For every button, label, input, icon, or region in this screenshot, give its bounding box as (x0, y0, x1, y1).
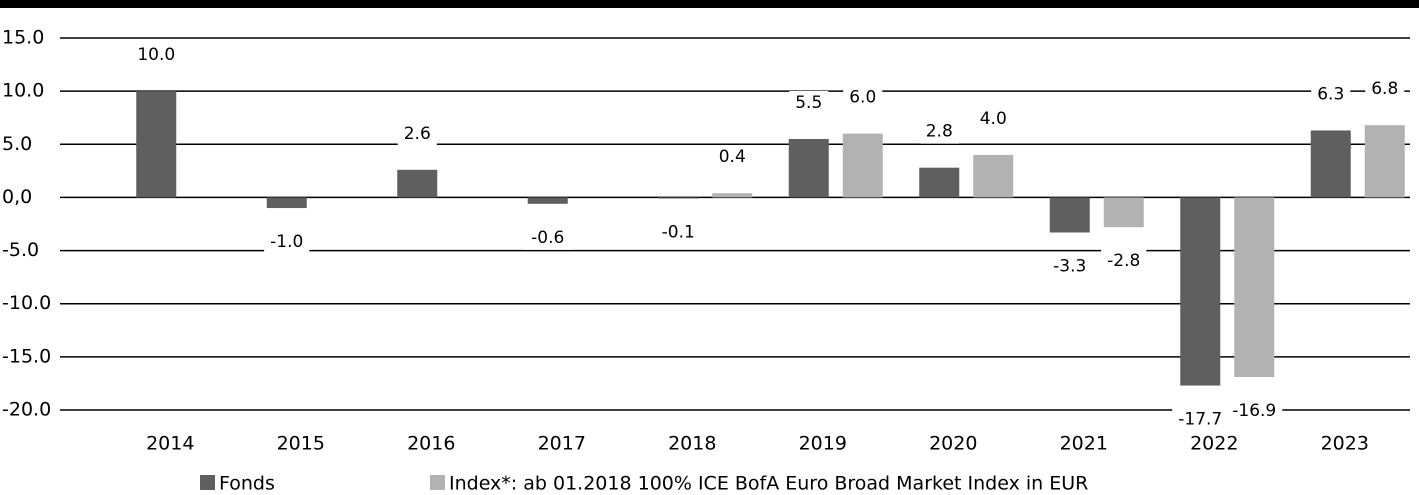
x-tick-label: 2016 (407, 433, 455, 455)
bars (136, 91, 1405, 386)
y-tick-label: 10.0 (2, 80, 44, 102)
value-label-bg (789, 90, 829, 115)
y-tick-label: 15.0 (2, 27, 44, 49)
value-label: 6.3 (1317, 84, 1344, 104)
x-tick-label: 2021 (1060, 433, 1108, 455)
bar (1049, 197, 1090, 233)
value-label: 5.5 (795, 93, 822, 113)
bar (658, 197, 699, 199)
bar (842, 133, 883, 198)
value-label: 2.8 (926, 122, 953, 142)
bar (919, 167, 960, 198)
y-tick-label: -10.0 (2, 292, 51, 314)
bar (788, 138, 829, 198)
bar (266, 197, 307, 209)
legend-swatch (200, 475, 215, 490)
x-tick-label: 2017 (538, 433, 586, 455)
y-tick-label: 0,0 (2, 186, 32, 208)
bar (712, 193, 753, 198)
value-label: -0.6 (531, 228, 564, 248)
value-label-bg (1311, 82, 1351, 107)
x-tick-label: 2022 (1190, 433, 1238, 455)
value-label: -1.0 (270, 232, 303, 252)
bar (527, 197, 568, 204)
value-label: 2.6 (404, 124, 431, 144)
value-label-bg (843, 85, 883, 110)
value-label: 6.0 (849, 88, 876, 108)
value-label-bg (1226, 399, 1283, 424)
bar (1310, 130, 1351, 198)
y-tick-label: 5.0 (2, 133, 32, 155)
value-label-bg (655, 220, 701, 245)
value-label: -0.1 (662, 222, 695, 242)
value-label-bg (973, 106, 1013, 131)
value-label: -2.8 (1107, 251, 1140, 271)
bar (397, 169, 438, 198)
bar (1103, 197, 1144, 228)
value-label: 6.8 (1371, 79, 1398, 99)
x-tick-label: 2023 (1321, 433, 1369, 455)
y-tick-label: -15.0 (2, 345, 51, 367)
value-label-bg (1101, 249, 1147, 274)
value-labels: 10.0 -1.0 2.6 -0.6 -0.1 0.4 5.5 6.0 2.8 4.0 -3.3 -2… (131, 43, 1405, 432)
value-label-bg (525, 225, 571, 250)
legend-swatch (430, 475, 445, 490)
bar (1364, 125, 1405, 198)
value-label-bg (264, 230, 310, 255)
x-tick-label: 2018 (668, 433, 716, 455)
legend-label: Index*: ab 01.2018 100% ICE BofA Euro Br… (449, 473, 1088, 495)
top-rule (0, 0, 1419, 8)
x-tick-label: 2014 (146, 433, 194, 455)
bar (1180, 197, 1221, 386)
value-label-bg (919, 119, 959, 144)
value-label-bg (397, 121, 437, 146)
value-label: 10.0 (137, 45, 175, 65)
legend-label: Fonds (219, 473, 275, 495)
bar (1234, 197, 1275, 378)
value-label-bg (131, 43, 182, 68)
value-label: -16.9 (1232, 401, 1276, 421)
value-label: 4.0 (980, 109, 1007, 129)
value-label: 0.4 (719, 147, 746, 167)
bar (973, 154, 1014, 198)
value-label: -17.7 (1178, 410, 1222, 430)
x-tick-label: 2020 (929, 433, 977, 455)
y-tick-label: -20.0 (2, 399, 51, 421)
y-tick-label: -5.0 (2, 239, 39, 261)
value-label: -3.3 (1053, 257, 1086, 277)
value-label-bg (1365, 77, 1405, 102)
value-label-bg (1172, 407, 1229, 432)
value-label-bg (712, 145, 752, 170)
x-tick-label: 2015 (277, 433, 325, 455)
x-tick-label: 2019 (799, 433, 847, 455)
value-label-bg (1047, 254, 1093, 279)
bar (136, 91, 177, 198)
